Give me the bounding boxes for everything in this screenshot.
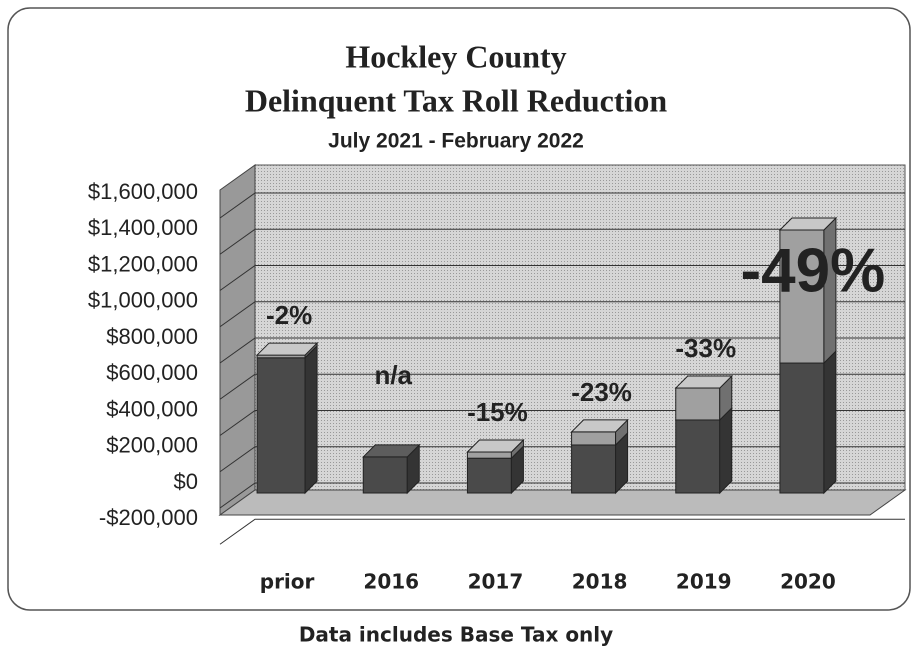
bar-segment <box>571 431 617 446</box>
x-tick-label: 2020 <box>780 570 836 594</box>
y-tick-label: $1,400,000 <box>88 215 198 240</box>
bar-top <box>778 217 838 231</box>
bar-top <box>255 342 319 356</box>
grid-line <box>219 373 905 400</box>
y-tick-label: $1,600,000 <box>88 179 198 204</box>
bar-segment <box>256 357 306 494</box>
x-tick-label: 2016 <box>363 570 419 594</box>
bar-label: -49% <box>741 236 886 305</box>
bar-top <box>466 439 525 453</box>
bar-side <box>823 349 837 495</box>
bar-label: -33% <box>675 333 736 363</box>
y-tick-label: -$200,000 <box>99 505 198 530</box>
bar-segment <box>466 451 512 459</box>
y-tick-label: $200,000 <box>106 433 198 458</box>
bar-segment <box>362 456 408 494</box>
x-tick-label: 2017 <box>468 570 524 594</box>
bar-segment <box>779 362 825 494</box>
x-tick-label: 2018 <box>572 570 628 594</box>
x-tick-label: 2019 <box>676 570 732 594</box>
grid-line <box>219 228 905 255</box>
grid-line <box>219 301 905 328</box>
y-tick-label: $0 <box>174 469 198 494</box>
bar-top <box>362 444 421 458</box>
caption: Data includes Base Tax only <box>299 623 613 647</box>
y-tick-label: $400,000 <box>106 396 198 421</box>
bar-top <box>674 375 733 389</box>
chart-title: Delinquent Tax Roll Reduction <box>245 82 668 118</box>
y-tick-label: $1,200,000 <box>88 251 198 276</box>
bar-side <box>719 406 733 495</box>
bar-label: -15% <box>467 397 528 427</box>
bar-segment <box>466 457 512 494</box>
bar-segment <box>571 444 617 494</box>
grid-line <box>219 337 905 364</box>
bar-top <box>570 419 629 433</box>
y-tick-label: $1,000,000 <box>88 288 198 313</box>
bar-segment <box>675 387 721 421</box>
bar-label: n/a <box>374 360 412 390</box>
x-tick-label: prior <box>260 570 315 594</box>
grid-line <box>219 192 905 219</box>
bar-label: -23% <box>571 377 632 407</box>
y-tick-label: $800,000 <box>106 324 198 349</box>
bar-side <box>304 344 318 495</box>
chart-subtitle: July 2021 - February 2022 <box>328 130 584 153</box>
chart-title: Hockley County <box>345 38 566 74</box>
bar-segment <box>779 229 825 364</box>
grid-line <box>219 518 905 545</box>
bar-label: -2% <box>266 300 312 330</box>
grid-line <box>219 265 905 291</box>
y-tick-label: $600,000 <box>106 360 198 385</box>
bar-segment <box>675 419 721 494</box>
